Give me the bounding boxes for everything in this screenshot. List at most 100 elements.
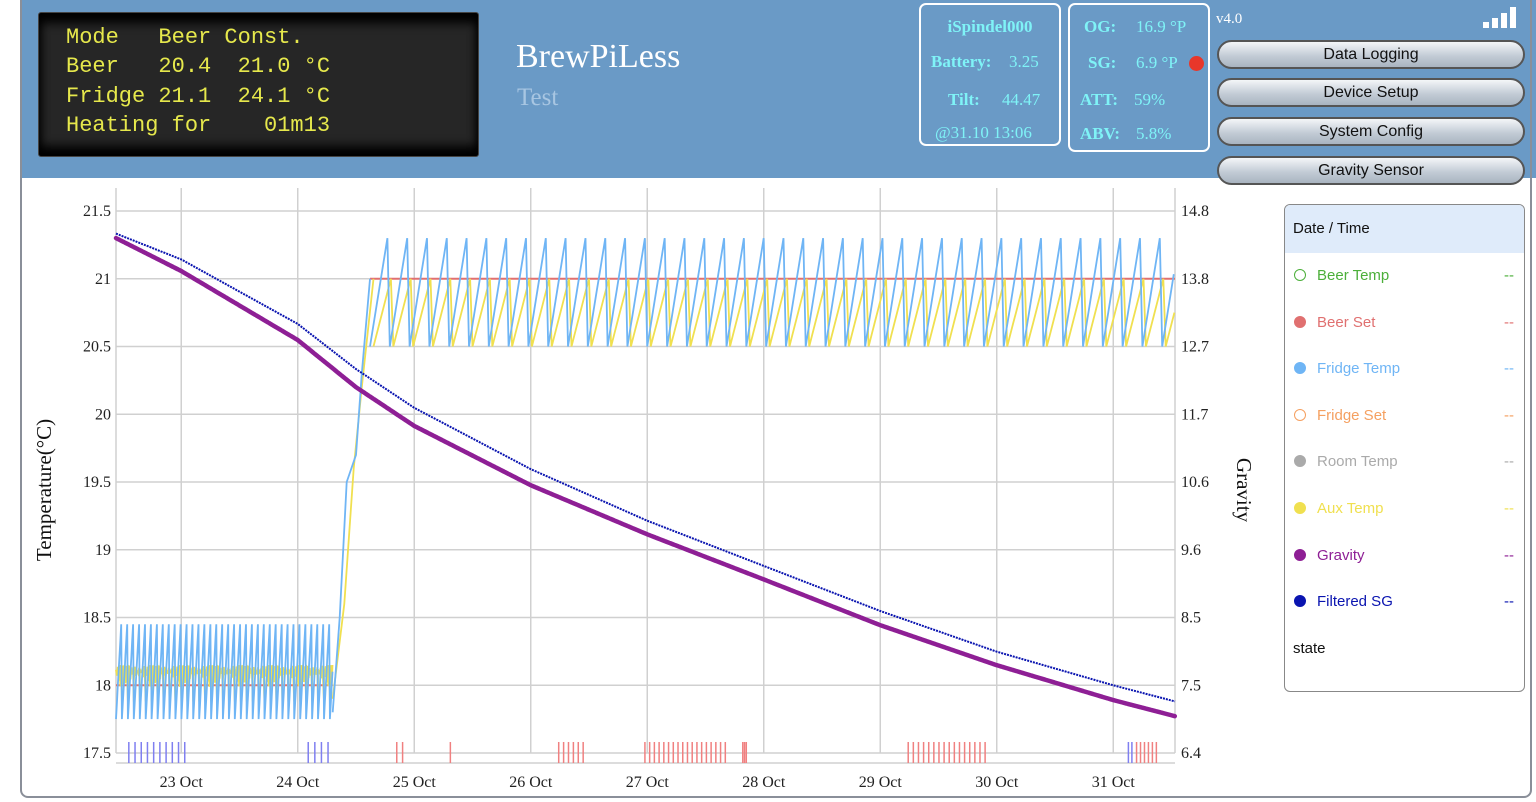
y-tick-label: 19.5 [83,474,111,491]
legend-marker-icon [1294,595,1306,608]
system-config-button[interactable]: System Config [1217,117,1525,146]
gravity-sensor-button[interactable]: Gravity Sensor [1217,156,1525,185]
chart-legend: Date / Time Beer Temp -- Beer Set -- Fridge … [1284,204,1525,692]
wifi-signal-icon [1483,7,1516,28]
x-tick-label: 27 Oct [626,774,670,791]
legend-item-fridge-temp[interactable]: Fridge Temp -- [1285,357,1524,381]
data-logging-button[interactable]: Data Logging [1217,40,1525,69]
lcd-line-state: Heating for 01m13 [66,113,331,138]
y-tick-label: 17.5 [83,745,111,762]
app-subtitle: Test [517,84,559,111]
y2-tick-label: 12.7 [1181,339,1209,356]
y2-tick-label: 10.6 [1181,474,1209,491]
y2-tick-label: 13.8 [1181,271,1209,288]
legend-value: -- [1504,267,1514,284]
x-tick-label: 26 Oct [509,774,553,791]
att-label: ATT: [1080,90,1119,109]
x-tick-label: 31 Oct [1092,774,1136,791]
legend-value: -- [1504,406,1514,424]
legend-marker-icon [1294,362,1306,375]
ispindel-name: iSpindel000 [947,17,1033,36]
sg-value: 6.9 °P [1136,53,1178,72]
y2-tick-label: 9.6 [1181,542,1201,559]
legend-item-gravity[interactable]: Gravity -- [1285,544,1524,568]
legend-label: Fridge Set [1317,406,1387,424]
y-tick-label: 19 [95,542,111,559]
x-tick-label: 29 Oct [859,774,903,791]
legend-label: Filtered SG [1317,593,1393,611]
y-tick-label: 18.5 [83,610,111,627]
ispindel-updated: @31.10 13:06 [935,123,1032,142]
legend-label: Aux Temp [1317,500,1384,517]
fridge-temp-line [369,237,1175,347]
legend-label: Beer Temp [1317,267,1390,284]
legend-value: -- [1504,500,1514,517]
gravity-line [113,235,1178,719]
device-setup-button[interactable]: Device Setup [1217,78,1525,107]
fridge-temp-line [115,624,334,720]
y2-tick-label: 6.4 [1181,745,1201,762]
lcd-line-mode: Mode Beer Const. [66,25,304,50]
legend-label: Beer Set [1317,313,1376,331]
att-value: 59% [1134,90,1166,109]
legend-value: -- [1504,593,1514,611]
legend-marker-icon [1294,269,1306,281]
legend-value: -- [1504,313,1514,331]
sg-label: SG: [1088,53,1117,72]
version-label: v4.0 [1216,11,1243,27]
y2-tick-label: 8.5 [1181,610,1201,627]
gravity-panel: OG: 16.9 °P SG: 6.9 °P ATT: 59% ABV: 5.8… [1068,3,1210,152]
legend-marker-icon [1294,548,1306,561]
legend-state: state [1285,637,1524,661]
filtered-sg-line [115,232,1176,703]
tilt-value: 44.47 [1002,90,1041,109]
og-label: OG: [1084,17,1117,36]
y-tick-label: 21 [95,271,111,288]
lcd-line-beer: Beer 20.4 21.0 °C [66,54,331,79]
legend-value: -- [1504,453,1514,471]
legend-item-beer-set[interactable]: Beer Set -- [1285,311,1524,335]
legend-label: Gravity [1317,546,1365,564]
legend-state-label: state [1293,639,1326,657]
legend-marker-icon [1294,408,1306,421]
y-tick-label: 18 [95,677,111,694]
legend-item-fridge-set[interactable]: Fridge Set -- [1285,404,1524,428]
x-tick-label: 24 Oct [276,774,320,791]
legend-item-beer-temp[interactable]: Beer Temp -- [1285,264,1524,288]
aux-temp-ramp [331,278,375,699]
legend-marker-icon [1294,502,1306,514]
x-tick-label: 28 Oct [742,774,786,791]
ispindel-panel: iSpindel000 Battery: 3.25 Tilt: 44.47 @3… [919,3,1061,146]
legend-datetime: Date / Time [1285,205,1524,253]
abv-label: ABV: [1080,124,1120,143]
tilt-label: Tilt: [948,90,980,109]
legend-value: -- [1504,546,1514,564]
legend-label: Room Temp [1317,453,1398,471]
y-tick-label: 20.5 [83,339,111,356]
lcd-display: Mode Beer Const. Beer 20.4 21.0 °C Fridg… [38,12,479,157]
page-frame [20,0,1532,798]
sg-status-dot-icon [1189,56,1204,71]
y2-tick-label: 7.5 [1181,677,1201,694]
legend-item-room-temp[interactable]: Room Temp -- [1285,450,1524,474]
y2-axis-title: Gravity [1232,458,1256,523]
abv-value: 5.8% [1136,124,1172,143]
x-tick-label: 30 Oct [975,774,1019,791]
battery-value: 3.25 [1009,52,1039,71]
y2-tick-label: 14.8 [1181,203,1209,220]
legend-item-aux-temp[interactable]: Aux Temp -- [1285,497,1524,521]
legend-value: -- [1504,360,1514,378]
y-axis-title: Temperature(°C) [32,419,56,561]
fridge-temp-ramp [331,278,371,713]
y-tick-label: 21.5 [83,203,111,220]
x-tick-label: 23 Oct [160,774,204,791]
legend-label: Fridge Temp [1317,360,1401,378]
legend-marker-icon [1294,315,1306,328]
legend-item-filtered-sg[interactable]: Filtered SG -- [1285,590,1524,614]
lcd-line-fridge: Fridge 21.1 24.1 °C [66,84,331,109]
battery-label: Battery: [931,52,992,71]
legend-marker-icon [1294,455,1306,468]
og-value: 16.9 °P [1136,17,1187,36]
y-tick-label: 20 [95,406,111,423]
